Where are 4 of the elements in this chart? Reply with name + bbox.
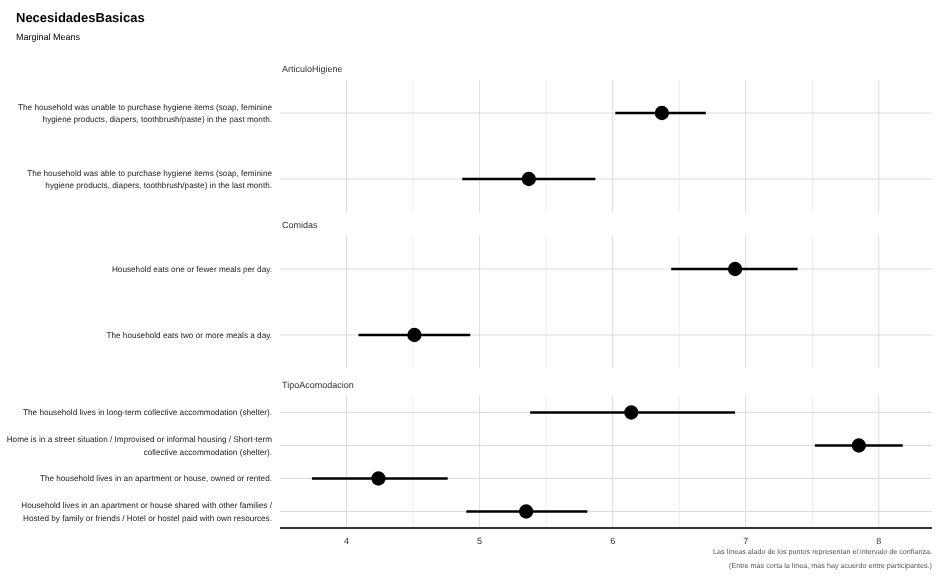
point (851, 438, 866, 453)
point (371, 471, 386, 486)
point (519, 504, 534, 519)
point (624, 405, 639, 420)
